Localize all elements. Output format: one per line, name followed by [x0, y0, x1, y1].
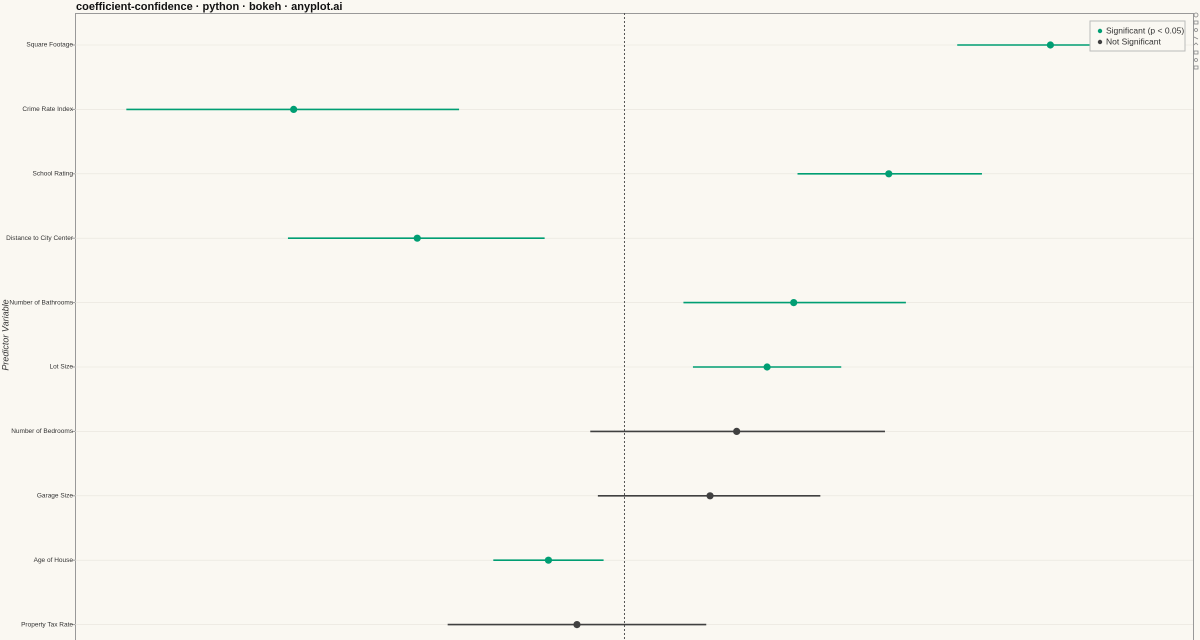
point-estimate: [413, 234, 421, 242]
toolbar[interactable]: [1193, 12, 1199, 70]
point-estimate: [885, 170, 893, 178]
legend-label: Significant (p < 0.05): [1106, 25, 1184, 35]
y-axis-label: Predictor Variable: [0, 299, 10, 370]
point-estimate: [733, 427, 741, 435]
point-estimate: [763, 363, 771, 371]
point-estimate: [290, 105, 298, 113]
y-tick-label: Number of Bathrooms: [9, 299, 73, 306]
legend-marker: [1097, 28, 1103, 34]
y-tick-label: Square Footage: [26, 42, 73, 49]
chart-title: coefficient-confidence · python · bokeh …: [76, 1, 342, 13]
legend: Significant (p < 0.05)Not Significant: [1089, 20, 1186, 52]
y-tick-label: Number of Bedrooms: [11, 428, 74, 435]
legend-box: [1089, 20, 1186, 52]
plot-frame: [75, 13, 1194, 640]
y-tick-label: Garage Size: [37, 493, 74, 500]
point-estimate: [790, 299, 798, 307]
y-tick-label: Age of House: [34, 557, 74, 564]
y-tick-label: Lot Size: [50, 364, 74, 371]
y-tick-label: Distance to City Center: [6, 235, 74, 242]
point-estimate: [573, 621, 581, 629]
point-estimate: [1046, 41, 1054, 49]
point-estimate: [706, 492, 714, 500]
point-estimate: [544, 556, 553, 564]
y-tick-label: School Rating: [33, 171, 74, 178]
legend-marker: [1097, 39, 1103, 45]
y-tick-label: Property Tax Rate: [21, 621, 73, 628]
legend-label: Not Significant: [1106, 36, 1161, 46]
y-tick-label: Crime Rate Index: [22, 106, 73, 113]
